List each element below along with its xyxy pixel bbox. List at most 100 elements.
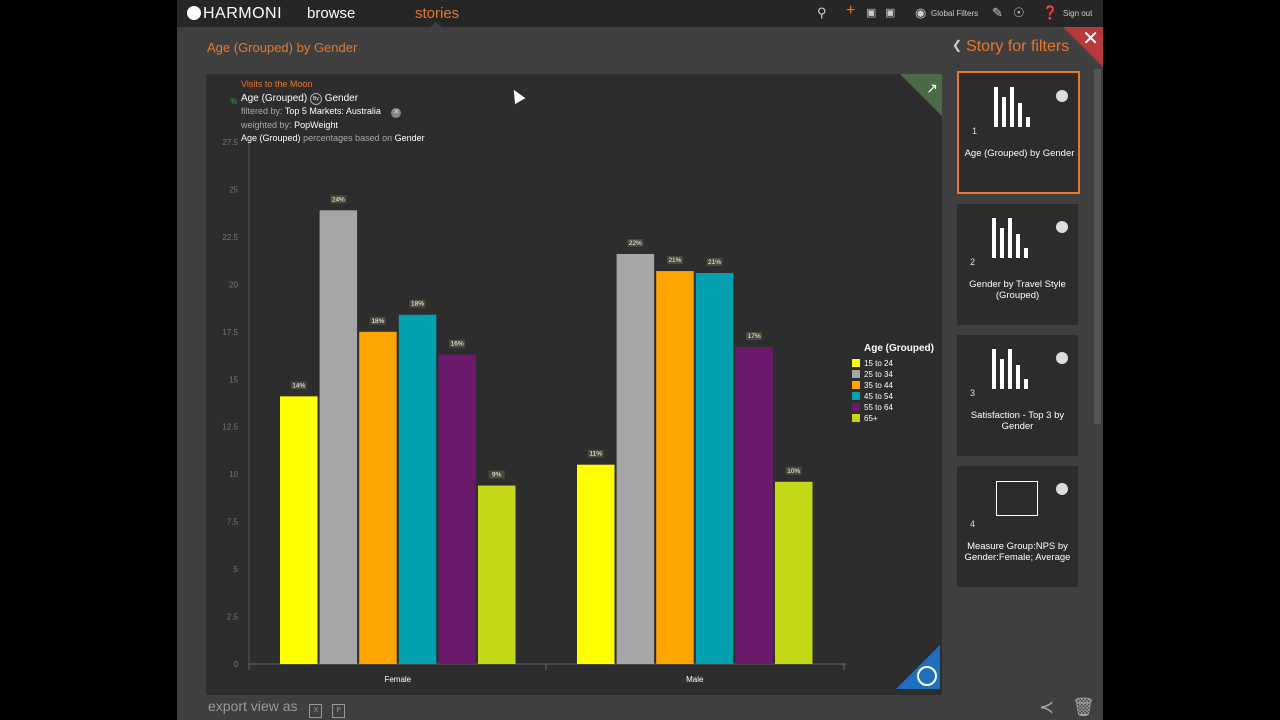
export-label: export view as bbox=[208, 698, 298, 714]
bar bbox=[695, 272, 734, 664]
story-card-2[interactable]: 2 Gender by Travel Style (Grouped) bbox=[957, 204, 1078, 325]
bar bbox=[398, 314, 437, 664]
legend-item[interactable]: 15 to 24 bbox=[852, 358, 934, 369]
eye-icon[interactable]: ☉ bbox=[1013, 5, 1025, 20]
story-scrollbar[interactable] bbox=[1094, 69, 1101, 424]
data-label-badge bbox=[666, 256, 683, 265]
data-label: 17% bbox=[748, 333, 761, 340]
help-icon[interactable]: ❓ bbox=[1042, 5, 1059, 20]
bar-chart-thumbnail-icon bbox=[992, 218, 1032, 258]
y-tick-label: 22.5 bbox=[222, 233, 238, 242]
data-label: 9% bbox=[492, 472, 502, 479]
bar bbox=[359, 331, 397, 664]
export-excel-icon[interactable]: X bbox=[309, 704, 323, 718]
legend-swatch bbox=[852, 392, 860, 400]
legend-label: 15 to 24 bbox=[864, 359, 893, 368]
percent-mode-icon[interactable]: % bbox=[230, 97, 238, 106]
card-number: 1 bbox=[972, 126, 978, 136]
global-filters-link[interactable]: Global Filters bbox=[931, 9, 979, 18]
add-icon[interactable]: + bbox=[846, 2, 856, 19]
data-label: 11% bbox=[589, 451, 602, 458]
story-header-label: Story for filters bbox=[966, 38, 1070, 55]
app-window: HARMONI browse stories ⚲ + ▣ ▣ ◉ Global … bbox=[177, 0, 1103, 720]
card-label: Age (Grouped) by Gender bbox=[964, 148, 1075, 159]
legend-swatch bbox=[852, 359, 860, 367]
legend-item[interactable]: 25 to 34 bbox=[852, 369, 934, 380]
y-tick-label: 2.5 bbox=[227, 613, 239, 622]
data-label-badge bbox=[488, 470, 505, 479]
weight-value: PopWeight bbox=[294, 119, 338, 130]
by-badge: By bbox=[309, 92, 322, 105]
card-number: 2 bbox=[970, 257, 976, 267]
excel-export-icon[interactable]: ▣ bbox=[866, 7, 877, 19]
card-label: Gender by Travel Style (Grouped) bbox=[969, 279, 1066, 301]
brand-name: HARMONI bbox=[203, 5, 283, 22]
globe-icon[interactable]: ◉ bbox=[915, 5, 927, 20]
percent-variable: Age (Grouped) bbox=[241, 133, 301, 143]
percent-base: Gender bbox=[394, 133, 425, 143]
category-label: Male bbox=[686, 675, 704, 684]
legend-item[interactable]: 35 to 44 bbox=[852, 380, 934, 391]
top-bar: HARMONI browse stories ⚲ + ▣ ▣ ◉ Global … bbox=[177, 0, 1103, 27]
y-tick-label: 17.5 bbox=[222, 328, 238, 337]
filter-line: filtered by: Top 5 Markets: Australia ✕ bbox=[241, 105, 425, 119]
bar bbox=[478, 485, 516, 664]
page-title: Age (Grouped) by Gender bbox=[207, 40, 358, 55]
legend-label: 35 to 44 bbox=[864, 381, 893, 390]
card-status-dot bbox=[1056, 352, 1068, 364]
data-label: 14% bbox=[292, 382, 305, 389]
close-icon[interactable]: ✕ bbox=[1082, 28, 1099, 50]
share-icon[interactable]: ≺ bbox=[1039, 697, 1055, 717]
bar bbox=[775, 481, 813, 664]
open-external-icon[interactable]: ↗ bbox=[926, 80, 938, 96]
remove-filter-icon[interactable]: ✕ bbox=[391, 108, 402, 118]
data-label-badge bbox=[587, 449, 604, 458]
story-header[interactable]: ❮ Story for filters bbox=[952, 38, 1069, 56]
y-tick-label: 0 bbox=[234, 660, 239, 669]
y-tick-label: 7.5 bbox=[227, 518, 239, 527]
filter-value: Top 5 Markets: Australia bbox=[284, 106, 381, 116]
legend-swatch bbox=[852, 381, 860, 389]
percent-basis-line: Age (Grouped) percentages based on Gende… bbox=[241, 132, 425, 146]
story-card-3[interactable]: 3 Satisfaction - Top 3 by Gender bbox=[957, 335, 1078, 456]
legend-item[interactable]: 65+ bbox=[852, 413, 934, 424]
legend-item[interactable]: 55 to 64 bbox=[852, 402, 934, 413]
nav-browse[interactable]: browse bbox=[307, 5, 356, 22]
data-label: 21% bbox=[708, 259, 721, 266]
y-tick-label: 5 bbox=[234, 565, 239, 574]
harmoni-logo-icon bbox=[187, 6, 201, 20]
y-tick-label: 15 bbox=[229, 375, 238, 384]
pencil-icon[interactable]: ✎ bbox=[992, 5, 1003, 20]
sign-out-link[interactable]: Sign out bbox=[1063, 9, 1093, 18]
data-label-badge bbox=[785, 466, 802, 475]
study-name: Visits to the Moon bbox=[241, 79, 313, 89]
bar-chart-thumbnail-icon bbox=[994, 87, 1034, 127]
harmoni-logo[interactable]: HARMONI bbox=[187, 5, 282, 23]
bar bbox=[616, 253, 655, 664]
search-icon[interactable]: ⚲ bbox=[817, 5, 827, 20]
export-ppt-icon[interactable]: P bbox=[332, 704, 346, 718]
card-status-dot bbox=[1056, 221, 1068, 233]
legend-swatch bbox=[852, 370, 860, 378]
y-tick-label: 12.5 bbox=[222, 423, 238, 432]
legend-label: 45 to 54 bbox=[864, 392, 893, 401]
data-label-badge bbox=[290, 381, 307, 390]
story-card-4[interactable]: 4 Measure Group:NPS by Gender:Female; Av… bbox=[957, 466, 1078, 587]
bar bbox=[577, 464, 615, 664]
weight-label: weighted by: bbox=[241, 119, 292, 130]
chart-title: Age (Grouped) By Gender bbox=[241, 92, 425, 106]
nav-stories[interactable]: stories bbox=[415, 5, 460, 22]
story-card-1[interactable]: 1 Age (Grouped) by Gender bbox=[957, 71, 1080, 194]
weight-line: weighted by: PopWeight bbox=[241, 119, 425, 133]
card-status-dot bbox=[1056, 90, 1068, 102]
card-number: 3 bbox=[970, 388, 976, 398]
legend-item[interactable]: 45 to 54 bbox=[852, 391, 934, 402]
y-tick-label: 10 bbox=[229, 470, 238, 479]
comment-icon[interactable] bbox=[917, 666, 937, 686]
legend-label: 25 to 34 bbox=[864, 370, 893, 379]
ppt-export-icon[interactable]: ▣ bbox=[885, 7, 896, 19]
data-label-badge bbox=[627, 238, 644, 247]
trash-icon[interactable]: 🗑 bbox=[1072, 697, 1095, 717]
chevron-left-icon: ❮ bbox=[952, 38, 963, 52]
active-nav-caret bbox=[430, 22, 442, 27]
